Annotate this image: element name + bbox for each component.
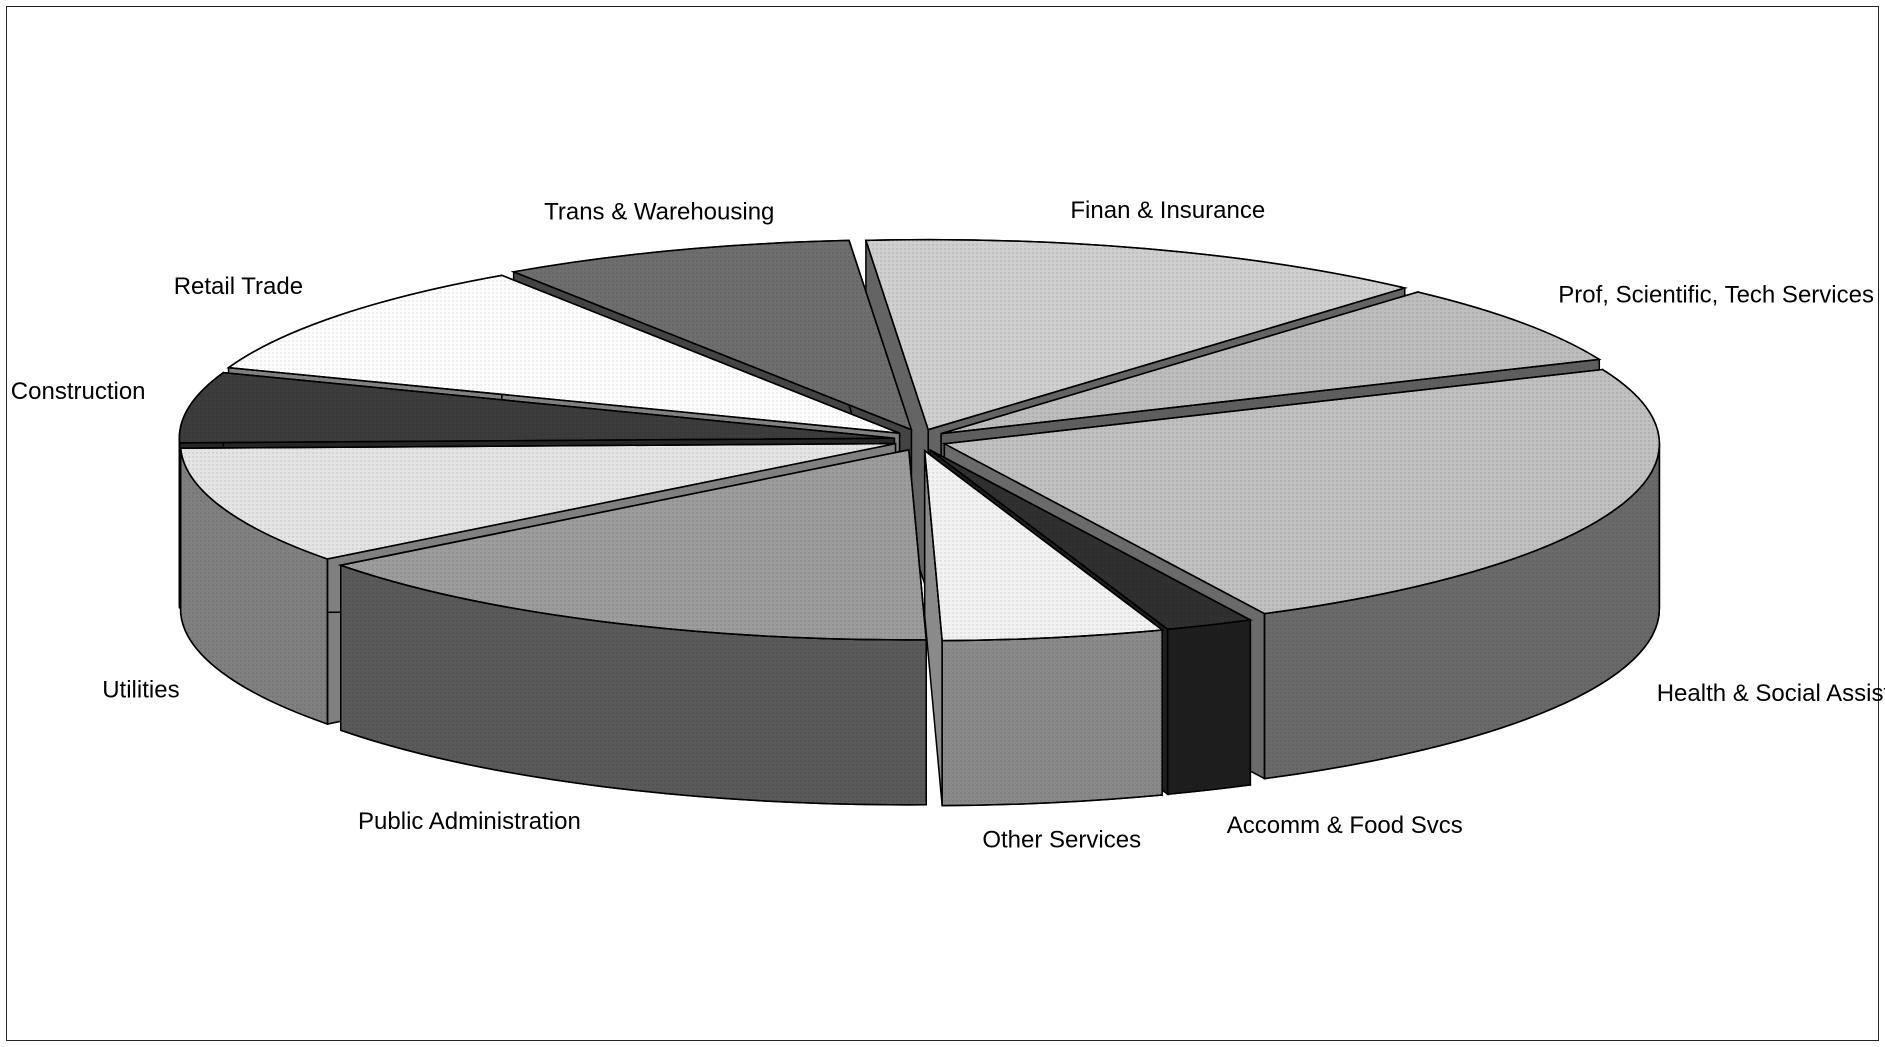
slice-top-texture	[923, 449, 1165, 642]
label-retail-trade: Retail Trade	[174, 273, 303, 300]
label-accomm-and-food-svcs: Accomm & Food Svcs	[1227, 812, 1463, 839]
pie-slices	[178, 238, 1661, 807]
label-other-services: Other Services	[982, 827, 1141, 854]
slice-top-texture	[941, 368, 1661, 615]
slice-top-texture	[179, 442, 896, 560]
slice-top-texture	[864, 238, 1408, 431]
slice-side-texture	[1166, 619, 1252, 796]
label-trans-and-warehousing: Trans & Warehousing	[544, 198, 774, 225]
slice-top-texture	[178, 371, 895, 444]
slice-side-texture	[941, 629, 1163, 807]
label-public-administration: Public Administration	[358, 808, 581, 835]
slice-labels: Health & Social Assist Accomm & Food Svcs…	[11, 197, 1885, 853]
label-finan-and-insurance: Finan & Insurance	[1070, 197, 1265, 224]
label-prof-scientific-tech-services: Prof, Scientific, Tech Services	[1558, 281, 1874, 308]
slice-other-services	[923, 449, 1165, 807]
slice-top-texture	[510, 239, 913, 431]
slice-public-administration	[337, 448, 928, 806]
slice-top-texture	[929, 449, 1253, 631]
slice-top-texture	[226, 274, 900, 434]
label-health-and-social-assist: Health & Social Assist	[1657, 680, 1885, 707]
slice-top-texture	[940, 291, 1602, 435]
label-utilities: Utilities	[102, 677, 179, 704]
label-construction: Construction	[11, 378, 146, 405]
slice-top-texture	[337, 448, 928, 641]
